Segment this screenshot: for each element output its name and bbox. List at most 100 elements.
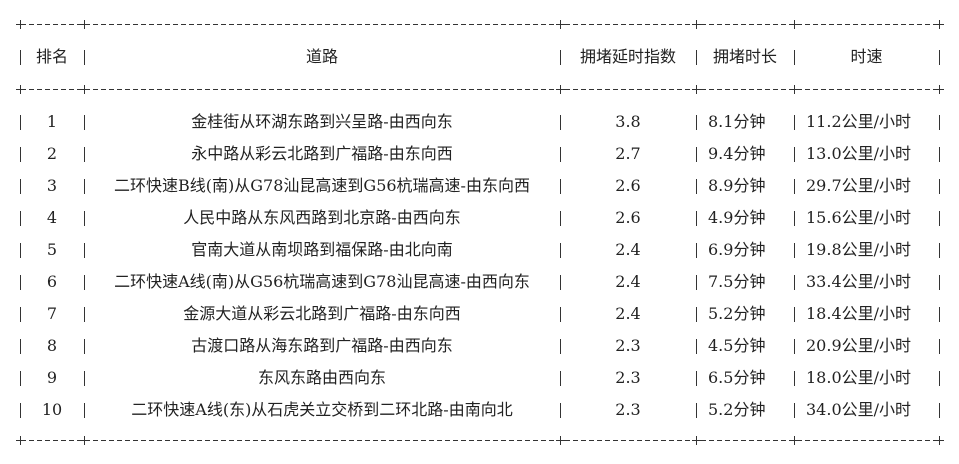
table-border-junction: [692, 20, 701, 29]
cell-rank: 6: [46, 272, 58, 291]
table-column-separator: [696, 147, 697, 162]
table-column-separator: [696, 371, 697, 386]
cell-road: 金桂街从环湖东路到兴呈路-由西向东: [191, 112, 453, 131]
table-border-junction: [556, 20, 565, 29]
cell-duration: 4.9分钟: [708, 208, 766, 227]
cell-rank: 8: [46, 336, 58, 355]
table-border-junction: [935, 20, 944, 29]
table-column-separator: [20, 371, 21, 386]
cell-duration: 6.5分钟: [708, 368, 766, 387]
table-border-junction: [790, 85, 799, 94]
table-column-separator: [696, 339, 697, 354]
table-border-junction: [16, 20, 25, 29]
cell-road: 古渡口路从海东路到广福路-由西向东: [191, 336, 453, 355]
table-border-junction: [790, 20, 799, 29]
cell-delay-index: 2.3: [615, 368, 641, 387]
cell-duration: 9.4分钟: [708, 144, 766, 163]
table-column-separator: [696, 275, 697, 290]
table-border-junction: [692, 85, 701, 94]
cell-delay-index: 2.7: [615, 144, 641, 163]
cell-delay-index: 2.3: [615, 400, 641, 419]
table-column-separator: [84, 275, 85, 290]
table-border-line: [21, 440, 939, 441]
table-column-separator: [560, 275, 561, 290]
cell-delay-index: 2.4: [615, 240, 641, 259]
table-column-separator: [20, 211, 21, 226]
cell-rank: 1: [46, 112, 58, 131]
cell-delay-index: 2.6: [615, 208, 641, 227]
cell-road: 二环快速A线(南)从G56杭瑞高速到G78汕昆高速-由西向东: [114, 272, 530, 291]
table-column-separator: [939, 115, 940, 130]
table-column-separator: [84, 371, 85, 386]
table-column-separator: [560, 115, 561, 130]
cell-road: 东风东路由西向东: [257, 368, 386, 387]
cell-road: 人民中路从东风西路到北京路-由西向东: [183, 208, 461, 227]
header-speed: 时速: [850, 47, 883, 66]
table-column-separator: [20, 403, 21, 418]
table-border-junction: [556, 436, 565, 445]
table-column-separator: [939, 371, 940, 386]
cell-rank: 7: [46, 304, 58, 323]
table-column-separator: [84, 50, 85, 65]
table-column-separator: [84, 243, 85, 258]
table-column-separator: [20, 339, 21, 354]
table-column-separator: [20, 115, 21, 130]
cell-delay-index: 2.4: [615, 304, 641, 323]
header-road: 道路: [305, 47, 338, 66]
table-column-separator: [696, 243, 697, 258]
cell-speed: 11.2公里/小时: [806, 112, 912, 131]
cell-delay-index: 2.4: [615, 272, 641, 291]
table-column-separator: [939, 243, 940, 258]
cell-speed: 34.0公里/小时: [806, 400, 912, 419]
table-column-separator: [20, 50, 21, 65]
cell-delay-index: 2.3: [615, 336, 641, 355]
table-column-separator: [20, 275, 21, 290]
table-column-separator: [794, 179, 795, 194]
cell-rank: 5: [46, 240, 58, 259]
table-column-separator: [794, 307, 795, 322]
cell-delay-index: 2.6: [615, 176, 641, 195]
table-column-separator: [560, 50, 561, 65]
table-column-separator: [560, 243, 561, 258]
table-column-separator: [560, 307, 561, 322]
table-column-separator: [696, 211, 697, 226]
cell-speed: 18.0公里/小时: [806, 368, 912, 387]
cell-road: 二环快速B线(南)从G78汕昆高速到G56杭瑞高速-由东向西: [114, 176, 530, 195]
cell-speed: 15.6公里/小时: [806, 208, 912, 227]
table-border-junction: [80, 436, 89, 445]
table-border-junction: [80, 85, 89, 94]
cell-rank: 4: [46, 208, 58, 227]
table-column-separator: [794, 147, 795, 162]
table-column-separator: [696, 403, 697, 418]
table-column-separator: [939, 179, 940, 194]
table-column-separator: [84, 403, 85, 418]
cell-delay-index: 3.8: [615, 112, 641, 131]
table-border-junction: [16, 436, 25, 445]
table-column-separator: [794, 371, 795, 386]
header-delay-index: 拥堵延时指数: [579, 47, 676, 66]
cell-duration: 8.1分钟: [708, 112, 766, 131]
table-column-separator: [696, 179, 697, 194]
header-duration: 拥堵时长: [712, 47, 777, 66]
table-column-separator: [794, 50, 795, 65]
table-column-separator: [560, 339, 561, 354]
table-border-junction: [935, 85, 944, 94]
table-column-separator: [560, 179, 561, 194]
cell-duration: 4.5分钟: [708, 336, 766, 355]
table-column-separator: [560, 147, 561, 162]
table-column-separator: [696, 307, 697, 322]
table-column-separator: [560, 403, 561, 418]
cell-speed: 29.7公里/小时: [806, 176, 912, 195]
table-column-separator: [84, 307, 85, 322]
table-border-junction: [790, 436, 799, 445]
table-column-separator: [84, 147, 85, 162]
table-column-separator: [794, 275, 795, 290]
table-column-separator: [20, 243, 21, 258]
table-column-separator: [939, 307, 940, 322]
cell-rank: 2: [46, 144, 58, 163]
table-column-separator: [84, 339, 85, 354]
cell-speed: 20.9公里/小时: [806, 336, 912, 355]
cell-speed: 18.4公里/小时: [806, 304, 912, 323]
table-column-separator: [939, 50, 940, 65]
table-column-separator: [794, 339, 795, 354]
